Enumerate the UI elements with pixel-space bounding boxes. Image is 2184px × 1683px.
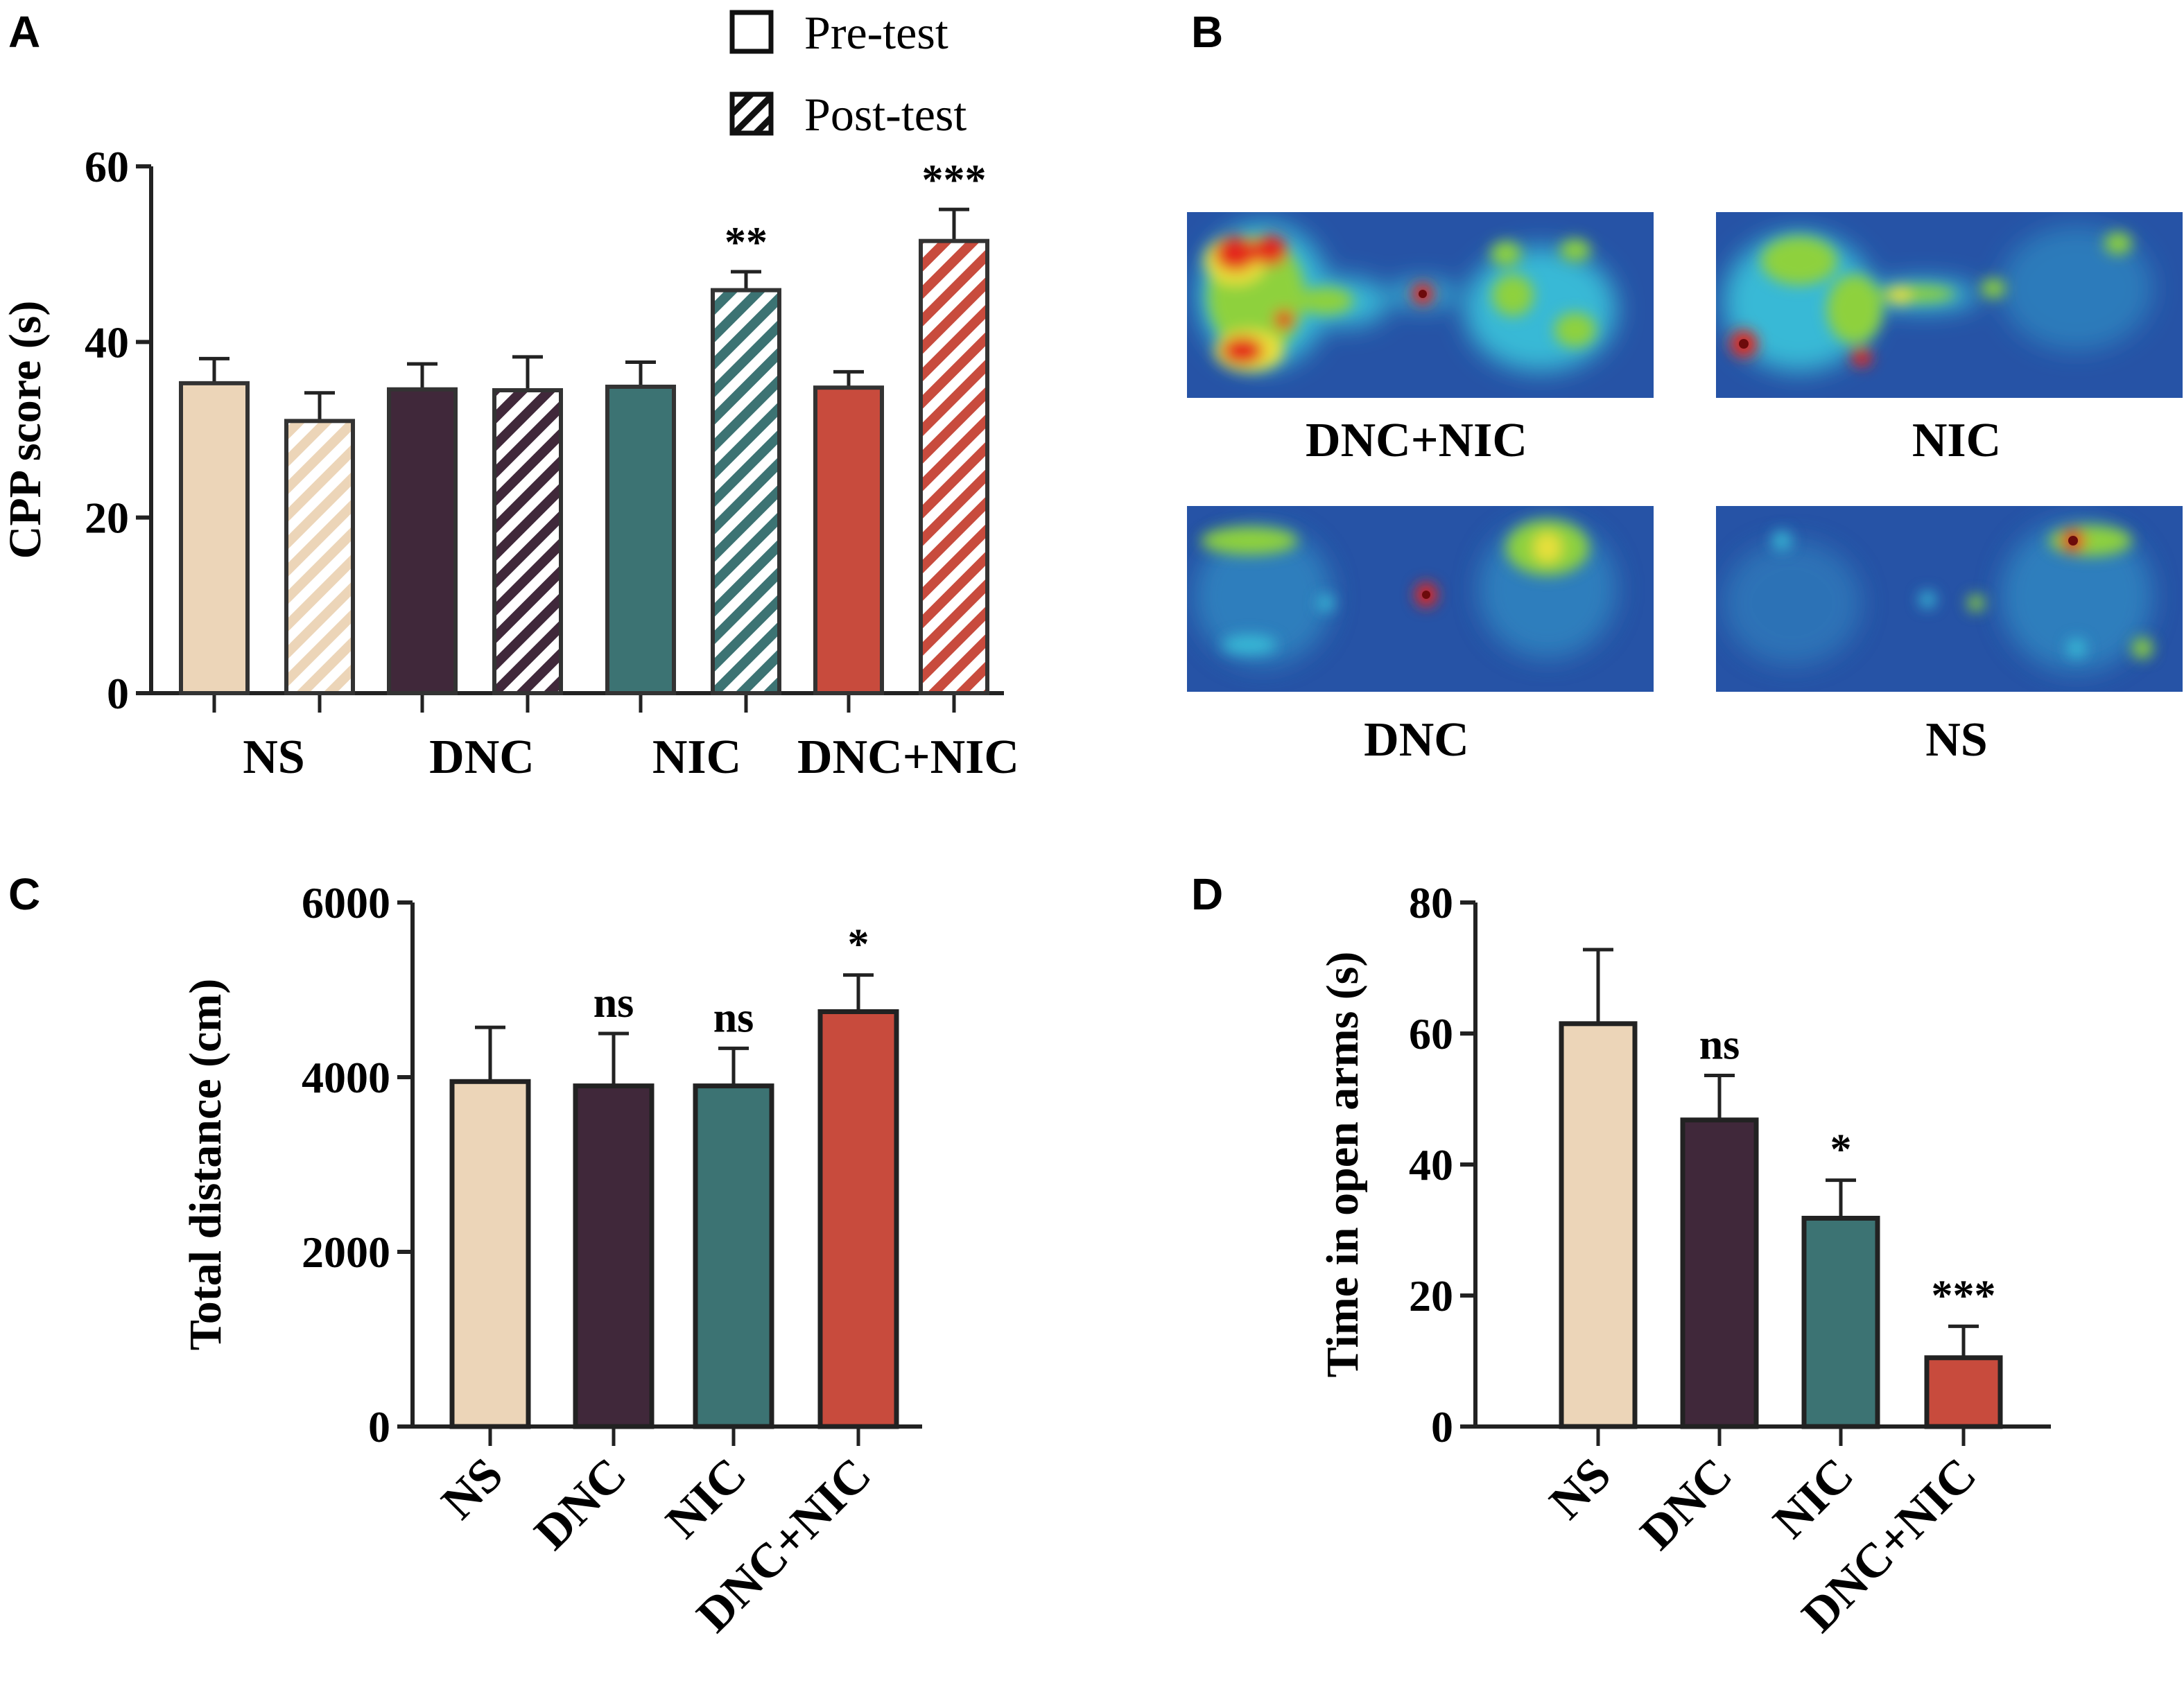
heatmap-ns	[1716, 506, 2183, 692]
x-tick-label-ns: NS	[432, 1448, 514, 1530]
y-tick-label: 0	[107, 669, 129, 718]
bar-dnc-plus-nic	[817, 1009, 899, 1429]
significance-label: ***	[1932, 1272, 1996, 1319]
bar-dnc-plus-nic	[1924, 1355, 2003, 1429]
bar-dnc	[573, 1083, 655, 1429]
chart-cpp-score: Pre-test Post-test 0 20 40 60 CPP score (s) *…	[0, 6, 1019, 784]
y-axis-title: Total distance (cm)	[180, 979, 231, 1351]
significance-label: *	[848, 921, 869, 968]
bar-dnc-plus-nic-pre-test	[813, 385, 884, 695]
bar-dnc-pre-test	[387, 387, 458, 695]
heatmap-panel: DNC+NIC	[1187, 212, 2183, 767]
bar-nic-post-test	[711, 288, 781, 696]
bar-ns-post-test	[284, 419, 355, 695]
panel-letter-a: A	[8, 7, 40, 57]
x-tick-label-ns: NS	[243, 731, 304, 784]
panel-letter-d: D	[1191, 869, 1223, 919]
significance-label: ns	[593, 979, 634, 1027]
x-tick-label-dnc: DNC	[429, 731, 535, 784]
x-tick-label-nic: NIC	[652, 731, 741, 784]
panel-letter-b: B	[1191, 7, 1223, 57]
legend-label-pre-test: Pre-test	[804, 6, 948, 59]
panel-letter-c: C	[8, 869, 40, 919]
bar-nic	[693, 1083, 774, 1429]
y-tick-label: 60	[1409, 1009, 1453, 1058]
bar-ns	[449, 1079, 531, 1429]
legend-swatch-pre-test	[729, 10, 774, 54]
legend-swatch-post-test	[729, 91, 774, 136]
x-tick-label-nic: NIC	[656, 1448, 756, 1549]
heatmap-dnc-nic	[1187, 212, 1654, 398]
bar-nic-pre-test	[605, 384, 676, 696]
heatmap-label-nic: NIC	[1912, 414, 2001, 467]
heatmap-label-dnc: DNC	[1364, 713, 1469, 767]
x-tick-label-dnc-plus-nic: DNC+NIC	[797, 731, 1019, 784]
bar-dnc	[1680, 1117, 1759, 1429]
chart-total-distance: 0 2000 4000 6000 Total distance (cm) NS ns DNC n…	[180, 878, 922, 1643]
legend: Pre-test Post-test	[729, 6, 967, 141]
y-tick-label: 40	[85, 317, 129, 367]
y-tick-label: 80	[1409, 878, 1453, 927]
significance-label: ns	[713, 994, 754, 1041]
bar-dnc-plus-nic-post-test	[919, 238, 989, 695]
significance-label: ***	[922, 157, 987, 204]
bar-dnc-post-test	[492, 388, 563, 695]
bar-ns-pre-test	[179, 381, 250, 695]
significance-label: **	[725, 219, 768, 266]
y-tick-label: 40	[1409, 1140, 1453, 1189]
heatmap-label-ns: NS	[1925, 713, 1987, 767]
heatmap-nic	[1716, 212, 2183, 398]
y-tick-label: 6000	[302, 878, 390, 927]
y-tick-label: 0	[1431, 1402, 1453, 1451]
y-tick-label: 4000	[302, 1053, 390, 1102]
y-tick-label: 2000	[302, 1228, 390, 1277]
y-axis-title: Time in open arms (s)	[1317, 952, 1368, 1378]
y-tick-label: 60	[85, 142, 129, 191]
significance-label: *	[1830, 1126, 1852, 1174]
chart-open-arms: 0 20 40 60 80 Time in open arms (s) NS ns DNC * NI…	[1317, 878, 2051, 1643]
heatmap-label-dnc-nic: DNC+NIC	[1306, 414, 1527, 467]
y-tick-label: 20	[1409, 1271, 1453, 1320]
x-tick-label-dnc: DNC	[1631, 1448, 1743, 1560]
y-axis-title: CPP score (s)	[0, 301, 51, 559]
x-tick-label-ns: NS	[1540, 1448, 1622, 1530]
x-tick-label-nic: NIC	[1763, 1448, 1864, 1549]
bar-ns	[1559, 1021, 1638, 1429]
bar-nic	[1801, 1215, 1880, 1429]
legend-label-post-test: Post-test	[804, 88, 967, 141]
x-tick-label-dnc: DNC	[525, 1448, 637, 1560]
heatmap-dnc	[1187, 506, 1654, 692]
significance-label: ns	[1699, 1021, 1740, 1068]
y-tick-label: 0	[368, 1402, 390, 1451]
y-tick-label: 20	[85, 494, 129, 543]
